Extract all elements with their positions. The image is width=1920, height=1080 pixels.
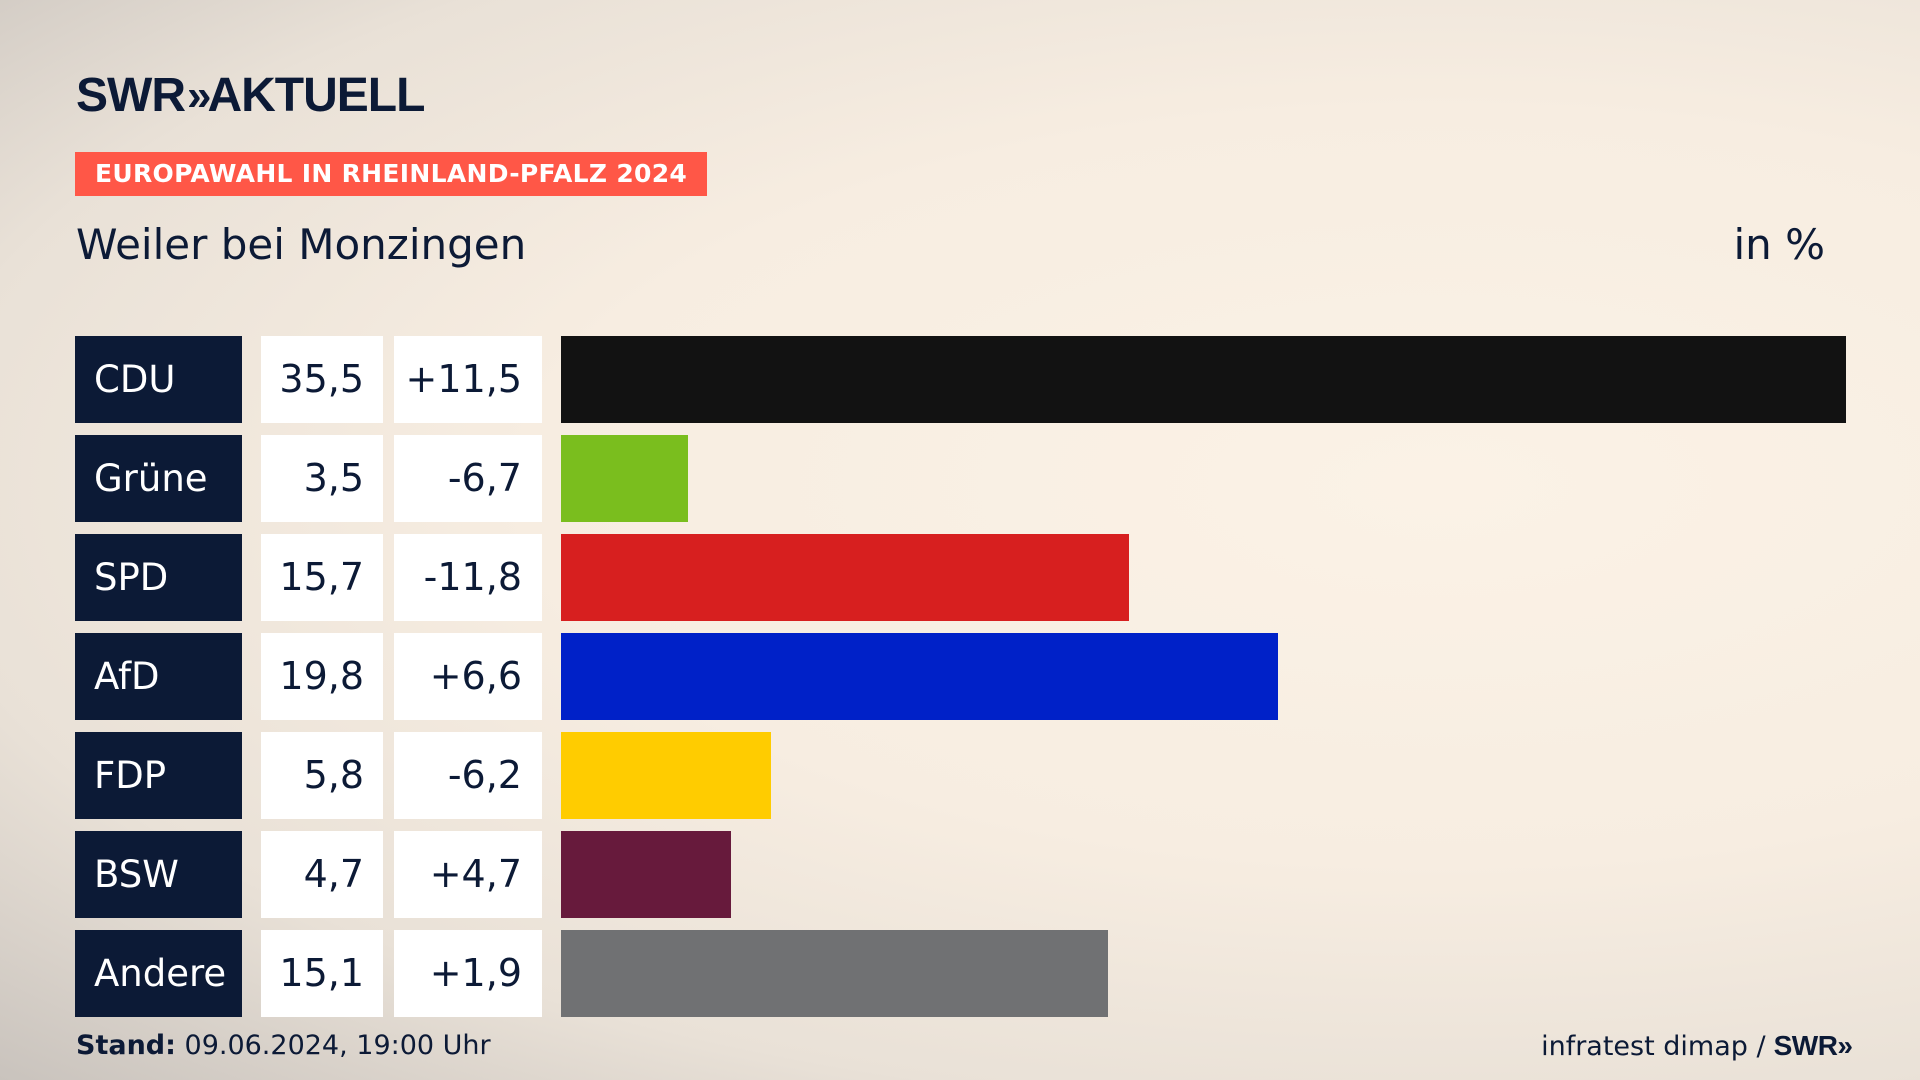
vote-share-value: 35,5: [261, 336, 383, 423]
swr-small-chevrons-icon: »: [1837, 1030, 1852, 1061]
result-row: CDU 35,5 +11,5: [75, 336, 1847, 423]
vote-share-value: 5,8: [261, 732, 383, 819]
party-label: BSW: [75, 831, 242, 918]
party-label: Grüne: [75, 435, 242, 522]
result-row: AfD 19,8 +6,6: [75, 633, 1847, 720]
source-credit: infratest dimap / SWR»: [1541, 1030, 1853, 1062]
vote-share-bar: [561, 534, 1129, 621]
logo-aktuell: AKTUELL: [207, 69, 425, 122]
vote-change-value: +1,9: [394, 930, 542, 1017]
vote-share-bar: [561, 633, 1278, 720]
vote-share-value: 15,7: [261, 534, 383, 621]
party-label: SPD: [75, 534, 242, 621]
vote-share-bar: [561, 831, 731, 918]
vote-change-value: -6,2: [394, 732, 542, 819]
party-label: CDU: [75, 336, 242, 423]
result-row: SPD 15,7 -11,8: [75, 534, 1847, 621]
logo-chevrons-icon: »: [186, 70, 212, 120]
election-tag: EUROPAWAHL IN RHEINLAND-PFALZ 2024: [75, 152, 708, 196]
result-row: Grüne 3,5 -6,7: [75, 435, 1847, 522]
stand-label: Stand:: [76, 1030, 176, 1061]
place-title: Weiler bei Monzingen: [76, 220, 527, 269]
vote-share-bar: [561, 930, 1108, 1017]
result-row: BSW 4,7 +4,7: [75, 831, 1847, 918]
swr-small-text: SWR: [1773, 1030, 1838, 1061]
vote-change-value: +4,7: [394, 831, 542, 918]
vote-share-bar: [561, 435, 688, 522]
vote-share-value: 4,7: [261, 831, 383, 918]
vote-share-bar: [561, 732, 771, 819]
stand-value: 09.06.2024, 19:00 Uhr: [184, 1030, 491, 1061]
vote-change-value: -6,7: [394, 435, 542, 522]
unit-label: in %: [1733, 220, 1825, 269]
vote-share-bar: [561, 336, 1846, 423]
vote-share-value: 3,5: [261, 435, 383, 522]
logo-swr: SWR: [76, 69, 186, 122]
vote-share-value: 19,8: [261, 633, 383, 720]
result-row: FDP 5,8 -6,2: [75, 732, 1847, 819]
vote-change-value: +11,5: [394, 336, 542, 423]
party-label: Andere: [75, 930, 242, 1017]
swr-small-logo: SWR»: [1773, 1030, 1853, 1062]
vote-share-value: 15,1: [261, 930, 383, 1017]
party-label: AfD: [75, 633, 242, 720]
vote-change-value: -11,8: [394, 534, 542, 621]
swr-aktuell-logo: SWR » AKTUELL: [76, 68, 425, 123]
timestamp: Stand: 09.06.2024, 19:00 Uhr: [76, 1030, 491, 1061]
party-label: FDP: [75, 732, 242, 819]
source-text: infratest dimap /: [1541, 1030, 1766, 1062]
result-row: Andere 15,1 +1,9: [75, 930, 1847, 1017]
vote-change-value: +6,6: [394, 633, 542, 720]
